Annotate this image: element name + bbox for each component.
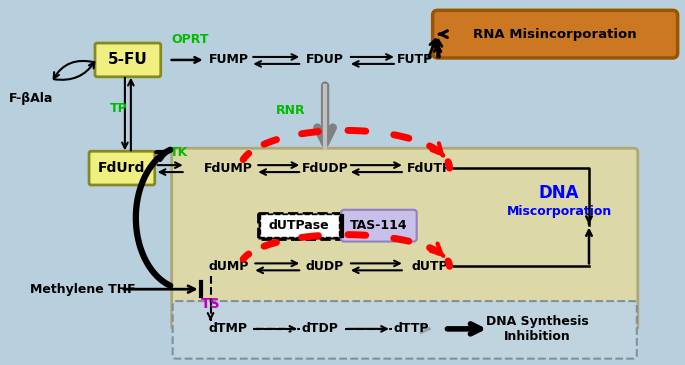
Text: dUTPase: dUTPase [269, 219, 329, 232]
Text: dTDP: dTDP [301, 322, 338, 335]
Text: FdUrd: FdUrd [98, 161, 146, 175]
Text: DNA: DNA [539, 184, 580, 202]
Text: OPRT: OPRT [172, 32, 210, 46]
Text: dTTP: dTTP [394, 322, 429, 335]
Text: TAS-114: TAS-114 [350, 219, 408, 232]
Text: FUMP: FUMP [208, 53, 249, 66]
FancyBboxPatch shape [95, 43, 161, 77]
Text: Miscorporation: Miscorporation [506, 205, 612, 218]
FancyBboxPatch shape [89, 151, 155, 185]
Text: RNA Misincorporation: RNA Misincorporation [473, 28, 637, 41]
Text: dTMP: dTMP [209, 322, 248, 335]
Text: TS: TS [201, 297, 221, 311]
Text: dUDP: dUDP [306, 260, 344, 273]
Bar [260, 214, 338, 237]
Text: 5-FU: 5-FU [108, 53, 148, 68]
Text: TP: TP [110, 102, 128, 115]
FancyBboxPatch shape [172, 148, 638, 330]
Text: DNA Synthesis
Inhibition: DNA Synthesis Inhibition [486, 315, 588, 343]
Text: FUTP: FUTP [397, 53, 433, 66]
Text: RNR: RNR [275, 104, 305, 117]
FancyBboxPatch shape [173, 301, 637, 359]
Text: TK: TK [170, 146, 188, 159]
Text: FdUTP: FdUTP [407, 162, 452, 174]
FancyBboxPatch shape [433, 10, 677, 58]
Text: FDUP: FDUP [306, 53, 344, 66]
Text: dUTP: dUTP [411, 260, 448, 273]
Text: F-βAla: F-βAla [9, 92, 53, 105]
Text: FdUDP: FdUDP [301, 162, 349, 174]
FancyBboxPatch shape [341, 210, 416, 242]
Text: Methylene THF: Methylene THF [30, 283, 136, 296]
Text: dUMP: dUMP [208, 260, 249, 273]
Text: FdUMP: FdUMP [204, 162, 253, 174]
Bar [258, 213, 340, 239]
